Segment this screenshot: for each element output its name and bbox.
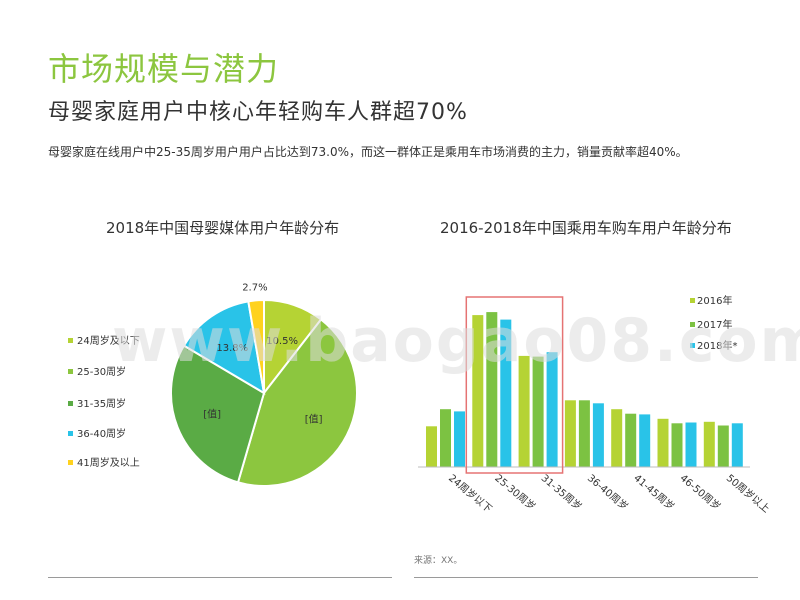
bar [472, 315, 484, 467]
bar [717, 425, 729, 467]
legend-swatch [690, 343, 695, 348]
highlight-box [465, 296, 564, 474]
bar [657, 418, 669, 467]
bar-category-label: 46-50周岁 [678, 471, 724, 512]
pie-slice-label: [值] [305, 412, 323, 425]
legend-label: 2018年* [697, 339, 737, 352]
legend-swatch [690, 322, 695, 327]
legend-swatch [68, 431, 73, 436]
pie-slice-label: 2.7% [242, 282, 267, 293]
bar-category-label: 31-35周岁 [539, 471, 585, 512]
legend-label: 25-30周岁 [77, 365, 126, 378]
bar [592, 403, 604, 467]
pie-slice [236, 318, 358, 487]
legend-swatch [68, 401, 73, 406]
bar [625, 413, 637, 467]
pie-slice-label: 10.5% [266, 336, 298, 347]
bar-chart-title: 2016-2018年中国乘用车购车用户年龄分布 [440, 219, 732, 237]
bar-category-label: 41-45周岁 [631, 471, 677, 512]
footer-divider-right [414, 577, 758, 578]
legend-swatch [68, 369, 73, 374]
bar [578, 400, 590, 467]
bar [731, 423, 743, 467]
bar-category-label: 24周岁以下 [446, 471, 495, 515]
bar-category-label: 50周岁以上 [724, 471, 773, 515]
source-note: 来源：XX。 [414, 556, 463, 566]
legend-swatch [68, 338, 73, 343]
bar [564, 400, 576, 467]
bar [518, 355, 530, 467]
bar [532, 356, 544, 467]
legend-label: 36-40周岁 [77, 427, 126, 440]
page-description: 母婴家庭在线用户中25-35周岁用户用户占比达到73.0%，而这一群体正是乘用车… [48, 145, 688, 159]
bar [685, 422, 697, 467]
pie-slice-label: [值] [203, 408, 221, 421]
pie-slice-label: 13.8% [216, 343, 248, 354]
bar [454, 411, 465, 467]
bar [486, 312, 498, 467]
bar-category-label: 25-30周岁 [492, 471, 538, 512]
legend-label: 2016年 [697, 294, 732, 307]
bar [500, 319, 512, 467]
legend-label: 24周岁及以下 [77, 334, 140, 347]
page-subtitle: 母婴家庭用户中核心年轻购车人群超70% [48, 100, 468, 125]
footer-divider-left [48, 577, 392, 578]
bar-category-label: 36-40周岁 [585, 471, 631, 512]
bar [611, 409, 623, 467]
bar [671, 423, 683, 467]
legend-swatch [68, 460, 73, 465]
bar [703, 421, 715, 467]
bar [639, 414, 651, 467]
bar [440, 409, 451, 467]
legend-label: 41周岁及以上 [77, 456, 140, 469]
pie-slice [247, 298, 265, 394]
legend-label: 31-35周岁 [77, 397, 126, 410]
bar [546, 352, 558, 467]
legend-label: 2017年 [697, 318, 732, 331]
bar [426, 426, 437, 468]
pie-slice [182, 300, 266, 395]
page-title: 市场规模与潜力 [48, 50, 280, 88]
pie-chart-title: 2018年中国母婴媒体用户年龄分布 [106, 219, 340, 237]
legend-swatch [690, 298, 695, 303]
